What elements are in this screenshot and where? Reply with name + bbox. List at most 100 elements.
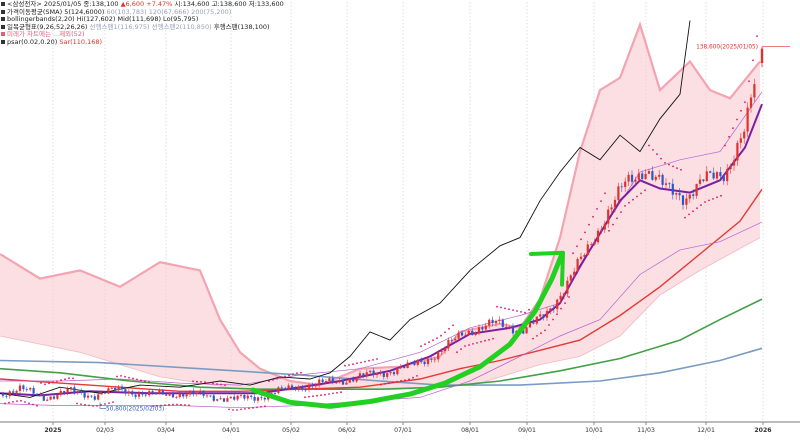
psar-dot bbox=[376, 358, 378, 360]
psar-dot bbox=[64, 378, 66, 381]
candle-body bbox=[505, 326, 508, 328]
psar-dot bbox=[592, 215, 594, 218]
candle-body bbox=[195, 392, 198, 394]
psar-dot bbox=[156, 404, 158, 407]
candle-body bbox=[297, 386, 300, 390]
psar-dot bbox=[712, 198, 714, 200]
candle-body bbox=[375, 372, 379, 375]
candle-body bbox=[253, 397, 256, 401]
psar-dot bbox=[96, 405, 98, 407]
candle-body bbox=[22, 385, 25, 390]
candle-body bbox=[535, 316, 538, 324]
candle-body bbox=[552, 308, 555, 310]
psar-dot bbox=[488, 338, 490, 341]
candle-body bbox=[29, 388, 32, 390]
candle-body bbox=[250, 395, 253, 397]
psar-dot bbox=[648, 144, 650, 147]
psar-dot bbox=[52, 381, 54, 384]
psar-dot bbox=[336, 391, 338, 394]
psar-dot bbox=[112, 401, 114, 403]
candle-body bbox=[226, 398, 229, 402]
candle-body bbox=[617, 186, 620, 200]
psar-dot bbox=[536, 335, 538, 337]
candle-body bbox=[457, 332, 460, 339]
candle-body bbox=[202, 390, 205, 396]
psar-dot bbox=[616, 217, 618, 220]
psar-dot bbox=[268, 380, 270, 382]
psar-dot bbox=[20, 399, 22, 402]
candle-body bbox=[212, 395, 215, 401]
candle-body bbox=[579, 256, 583, 260]
psar-dot bbox=[504, 307, 506, 310]
candle-body bbox=[671, 183, 674, 195]
candle-body bbox=[284, 388, 287, 390]
candle-body bbox=[753, 84, 756, 98]
psar-dot bbox=[352, 363, 354, 366]
psar-dot bbox=[12, 401, 14, 403]
psar-dot bbox=[120, 375, 122, 377]
candle-body bbox=[321, 379, 324, 382]
psar-dot bbox=[720, 194, 722, 197]
candle-body bbox=[712, 172, 715, 179]
candle-body bbox=[188, 390, 192, 395]
candle-body bbox=[100, 392, 103, 395]
candle-body bbox=[137, 392, 141, 397]
candle-body bbox=[362, 373, 365, 376]
candle-body bbox=[664, 183, 668, 185]
psar-dot bbox=[728, 135, 730, 138]
psar-dot bbox=[340, 391, 342, 394]
psar-dot bbox=[152, 405, 154, 407]
psar-dot bbox=[148, 381, 150, 383]
candle-body bbox=[154, 393, 158, 395]
psar-dot bbox=[116, 375, 118, 378]
psar-dot bbox=[656, 153, 658, 156]
psar-dot bbox=[140, 379, 142, 382]
candle-body bbox=[702, 179, 705, 181]
candle-body bbox=[358, 373, 362, 378]
psar-dot bbox=[544, 329, 546, 332]
psar-dot bbox=[640, 192, 642, 195]
psar-dot bbox=[452, 324, 454, 327]
candle-body bbox=[607, 209, 610, 224]
candle-body bbox=[443, 348, 447, 352]
candle-body bbox=[35, 393, 39, 396]
psar-dot bbox=[284, 375, 286, 378]
psar-dot bbox=[84, 403, 86, 406]
psar-dot bbox=[68, 377, 70, 379]
candle-body bbox=[569, 275, 572, 281]
candle-body bbox=[746, 107, 749, 132]
candle-body bbox=[219, 398, 222, 400]
psar-dot bbox=[240, 408, 242, 411]
candle-body bbox=[566, 280, 569, 294]
candle-body bbox=[651, 171, 654, 180]
candle-body bbox=[8, 391, 11, 397]
psar-dot bbox=[532, 337, 534, 340]
psar-dot bbox=[136, 378, 138, 381]
psar-dot bbox=[272, 379, 274, 381]
candle-body bbox=[52, 396, 56, 399]
psar-dot bbox=[636, 195, 638, 198]
candle-body bbox=[165, 394, 168, 396]
candle-body bbox=[59, 390, 62, 395]
candle-body bbox=[141, 392, 144, 395]
candle-body bbox=[127, 391, 130, 394]
candle-body bbox=[175, 396, 178, 398]
candle-body bbox=[613, 199, 617, 208]
candle-body bbox=[460, 332, 464, 336]
candle-body bbox=[42, 394, 45, 401]
candle-body bbox=[365, 372, 368, 376]
candle-body bbox=[668, 183, 671, 185]
candle-body bbox=[216, 399, 219, 401]
candle-body bbox=[494, 320, 498, 324]
psar-dot bbox=[164, 404, 166, 407]
psar-dot bbox=[556, 313, 558, 315]
psar-dot bbox=[292, 373, 294, 375]
candle-body bbox=[403, 366, 406, 369]
psar-dot bbox=[572, 252, 574, 255]
psar-dot bbox=[748, 80, 750, 83]
psar-dot bbox=[480, 340, 482, 343]
psar-dot bbox=[680, 168, 682, 171]
psar-dot bbox=[608, 229, 610, 232]
